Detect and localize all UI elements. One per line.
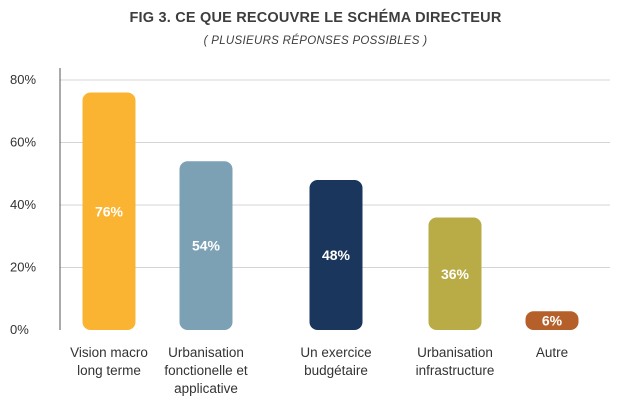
x-tick-label: Urbanisation [168,345,244,360]
x-tick-label: Un exercice [300,345,371,360]
x-tick-label: Autre [536,345,568,360]
y-tick-label: 40% [10,197,36,212]
data-label: 76% [95,203,124,219]
x-tick-label: fonctionelle et [164,363,248,378]
y-tick-label: 80% [10,72,36,87]
x-tick-label: applicative [174,381,238,396]
y-tick-label: 0% [10,322,29,337]
x-tick-label: long terme [77,363,141,378]
bar [525,311,579,330]
bar [179,161,233,330]
x-tick-label: Urbanisation [417,345,493,360]
y-tick-label: 60% [10,135,36,150]
x-tick-label: budgétaire [304,363,368,378]
chart-title: FIG 3. CE QUE RECOUVRE LE SCHÉMA DIRECTE… [129,10,502,26]
data-label: 48% [322,247,351,263]
y-tick-label: 20% [10,260,36,275]
data-label: 36% [441,266,470,282]
bar [309,180,363,330]
data-label: 54% [192,238,221,254]
x-tick-label: Vision macro [70,345,148,360]
chart-subtitle: ( PLUSIEURS RÉPONSES POSSIBLES ) [203,35,428,47]
bar [82,92,136,330]
bar [428,217,482,330]
data-label: 6% [542,313,563,329]
x-tick-label: infrastructure [416,363,495,378]
